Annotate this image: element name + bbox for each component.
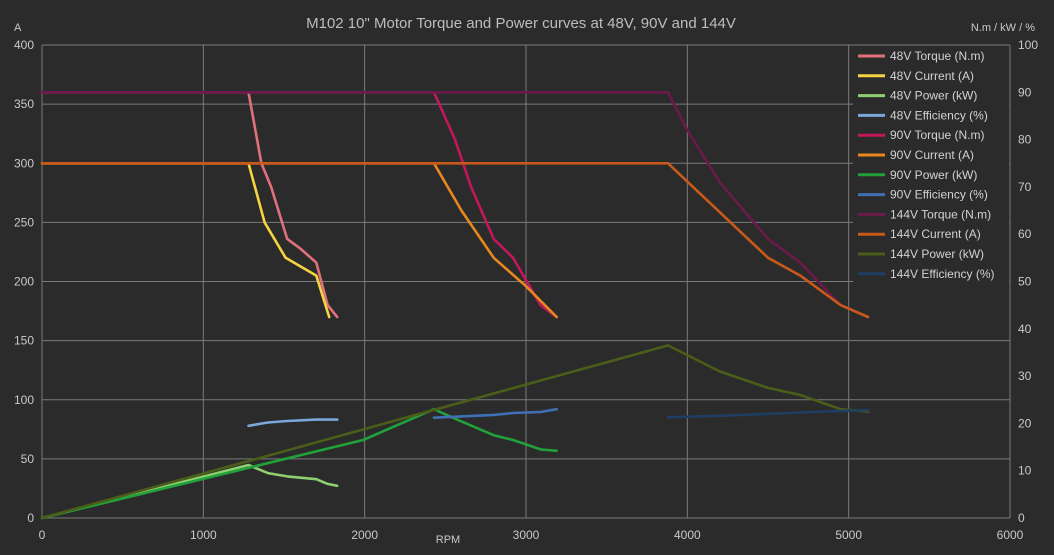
series-line-48v-torque-n-m	[40, 91, 339, 319]
x-axis-label: RPM	[436, 534, 460, 546]
legend-label-48v-power-kw: 48V Power (kW)	[890, 89, 977, 103]
legend-label-90v-torque-n-m: 90V Torque (N.m)	[890, 128, 984, 142]
y-right-tick-label: 0	[1018, 511, 1025, 525]
y-right-tick-label: 80	[1018, 133, 1032, 147]
y-left-tick-label: 50	[21, 452, 35, 466]
x-tick-label: 2000	[351, 528, 378, 542]
y-right-tick-label: 90	[1018, 85, 1032, 99]
legend-label-90v-current-a: 90V Current (A)	[890, 148, 974, 162]
y-right-tick-label: 70	[1018, 180, 1032, 194]
chart-title: M102 10" Motor Torque and Power curves a…	[306, 15, 736, 32]
y-left-tick-label: 150	[14, 334, 34, 348]
series-line-90v-efficiency	[432, 407, 559, 420]
legend-label-144v-torque-n-m: 144V Torque (N.m)	[890, 207, 991, 221]
y-right-tick-label: 50	[1018, 275, 1032, 289]
series-line-90v-power-kw	[40, 407, 559, 520]
legend-label-144v-current-a: 144V Current (A)	[890, 227, 981, 241]
axis-ticks: 0 1000 2000 3000 4000 5000 6000050100150200250…	[14, 38, 1038, 542]
y-left-tick-label: 0	[27, 511, 34, 525]
x-tick-label: 0	[39, 528, 46, 542]
y-right-tick-label: 100	[1018, 38, 1038, 52]
y-axis-right-label: N.m / kW / %	[971, 22, 1035, 34]
x-tick-label: 6000	[997, 528, 1024, 542]
legend: 48V Torque (N.m) 48V Current (A) 48V Power…	[853, 46, 1009, 286]
y-right-tick-label: 30	[1018, 369, 1032, 383]
y-left-tick-label: 300	[14, 156, 34, 170]
x-tick-label: 1000	[190, 528, 217, 542]
legend-label-48v-current-a: 48V Current (A)	[890, 69, 974, 83]
series-line-48v-power-kw	[40, 463, 339, 520]
legend-label-90v-power-kw: 90V Power (kW)	[890, 168, 977, 182]
series-line-144v-current-a	[40, 162, 870, 319]
series-line-144v-power-kw	[40, 344, 870, 520]
series-line-48v-efficiency	[247, 418, 339, 428]
y-left-tick-label: 250	[14, 215, 34, 229]
legend-label-48v-torque-n-m: 48V Torque (N.m)	[890, 49, 984, 63]
x-tick-label: 3000	[513, 528, 540, 542]
y-right-tick-label: 10	[1018, 464, 1032, 478]
legend-label-144v-power-kw: 144V Power (kW)	[890, 247, 984, 261]
y-right-tick-label: 20	[1018, 416, 1032, 430]
legend-background	[853, 46, 1009, 286]
y-axis-left-label: A	[14, 22, 22, 34]
legend-label-48v-efficiency: 48V Efficiency (%)	[890, 108, 988, 122]
series-line-144v-efficiency	[666, 408, 870, 419]
legend-label-90v-efficiency: 90V Efficiency (%)	[890, 188, 988, 202]
y-left-tick-label: 400	[14, 38, 34, 52]
series-lines	[40, 91, 870, 520]
series-line-144v-torque-n-m	[40, 91, 870, 319]
y-left-tick-label: 100	[14, 393, 34, 407]
y-right-tick-label: 40	[1018, 322, 1032, 336]
legend-label-144v-efficiency: 144V Efficiency (%)	[890, 267, 995, 281]
x-tick-label: 5000	[835, 528, 862, 542]
y-left-tick-label: 200	[14, 275, 34, 289]
x-tick-label: 4000	[674, 528, 701, 542]
y-left-tick-label: 350	[14, 97, 34, 111]
y-right-tick-label: 60	[1018, 227, 1032, 241]
